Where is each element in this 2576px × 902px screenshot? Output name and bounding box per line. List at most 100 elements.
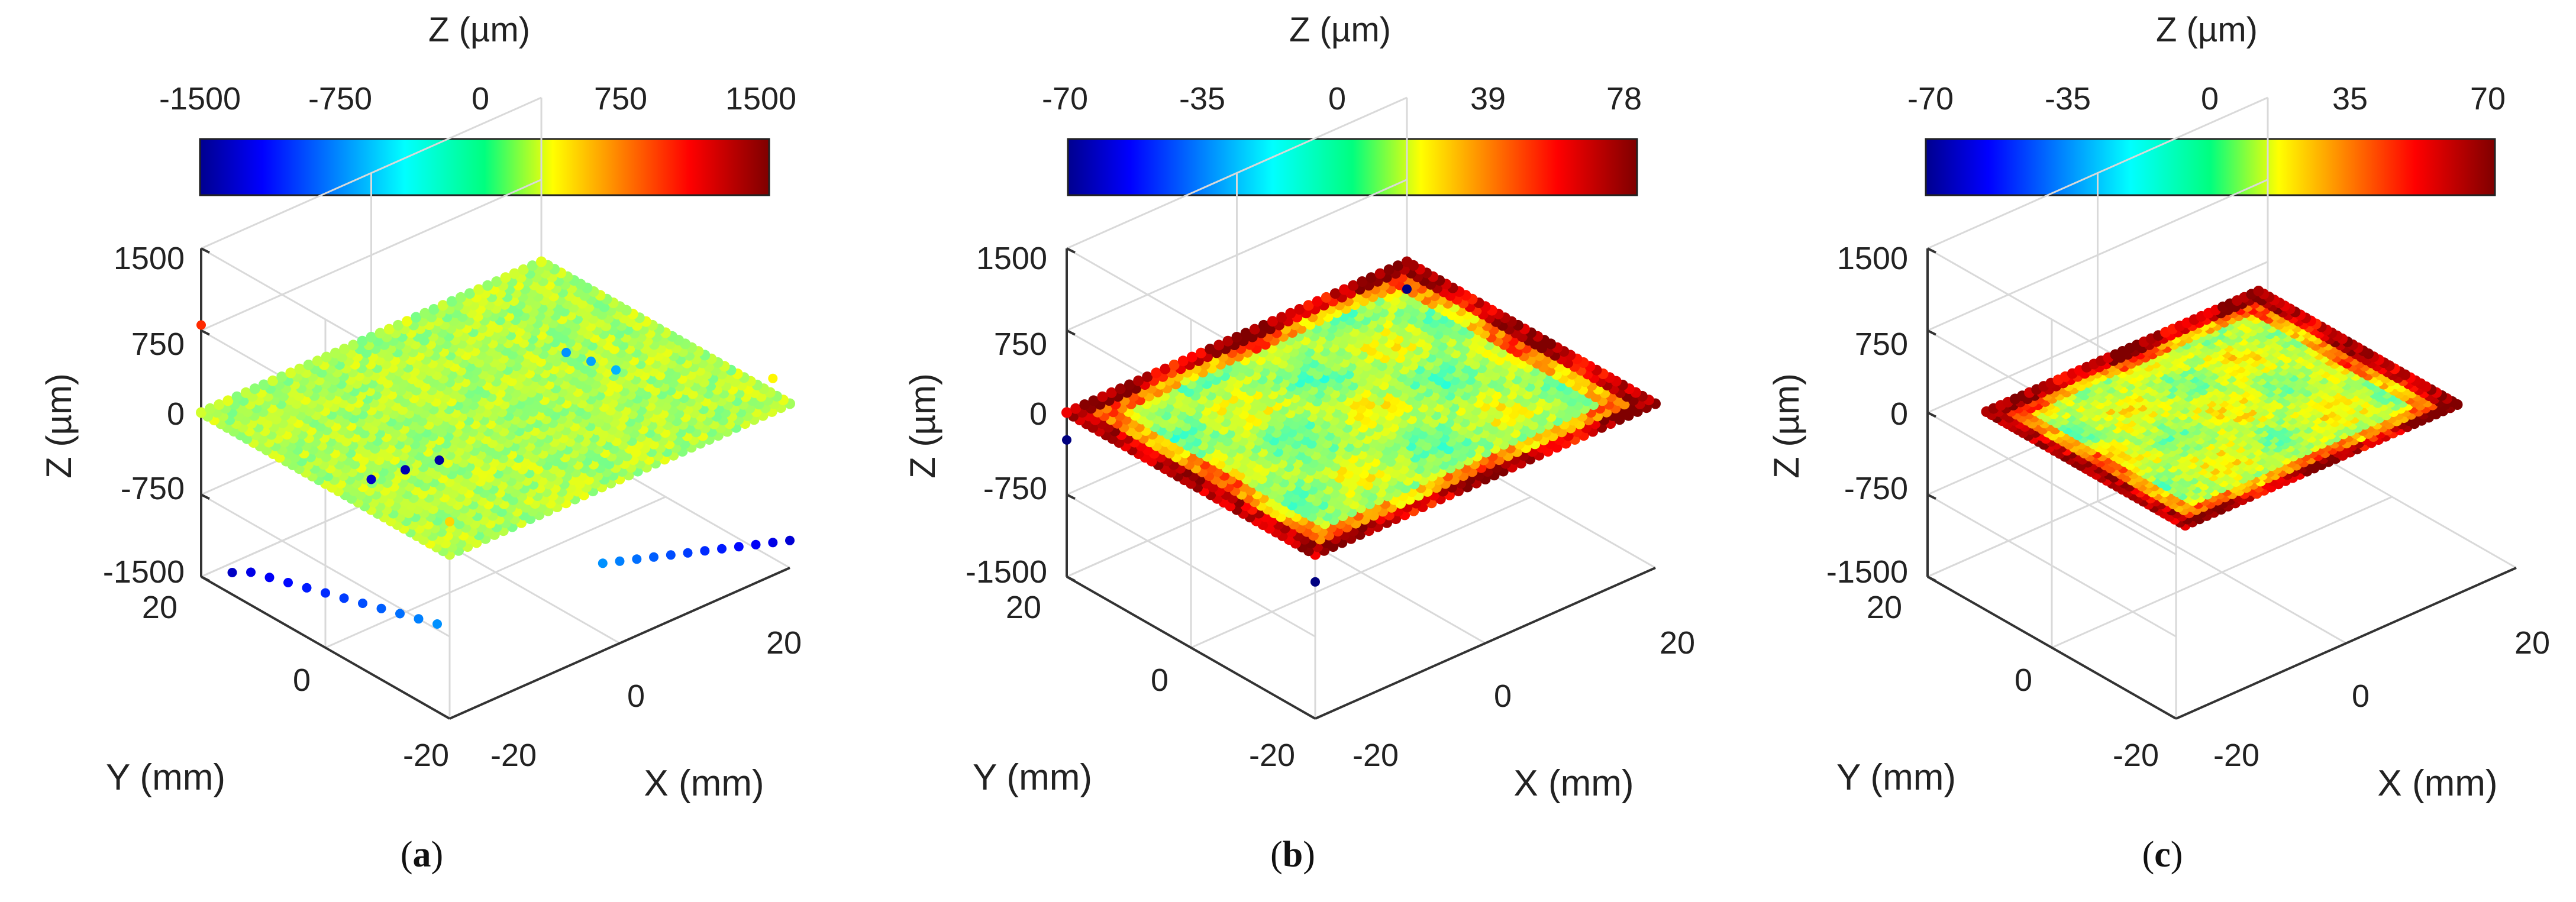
data-point [205,403,216,414]
data-point [1124,379,1135,390]
data-point [1258,319,1269,331]
y-axis-label: Y (mm) [106,757,225,798]
data-point [330,347,341,358]
data-point [428,304,440,315]
z-tick-mark [1066,247,1076,254]
outlier-point [700,546,710,556]
y-tick-label: -20 [403,738,449,773]
data-point [1142,371,1153,383]
outlier-point [321,588,330,598]
data-point [1196,347,1206,358]
data-point [500,272,511,283]
outlier-point [768,538,778,548]
scatter-points [1981,286,2463,531]
data-point [267,375,279,386]
data-point [339,344,350,355]
data-point [1097,391,1108,402]
data-point [392,319,403,331]
scatter-points [196,256,795,629]
data-point [312,355,323,367]
colorbar-tick-labels: -1500 -750 0 750 1500 [159,81,796,117]
outlier-point [432,619,442,629]
scatter-points [1061,256,1661,587]
data-point [1249,324,1260,335]
outlier-point [366,474,376,484]
colorbar-label: Z (µm) [1289,11,1391,49]
data-point [294,363,305,374]
data-point [527,260,538,271]
data-point [196,407,206,418]
colorbar-tick: 39 [1470,81,1506,117]
data-point [446,296,457,307]
data-point [1088,395,1099,406]
x-tick-label: -20 [490,738,537,773]
z-tick-mark [201,329,210,336]
colorbar-tick: -70 [1042,81,1088,117]
panel-caption-a: (a) [401,835,443,875]
x-tick-label: -20 [1352,738,1399,773]
x-axis-line [2175,567,2517,720]
colorbar-label: Z (µm) [428,11,530,49]
outlier-point [768,373,778,383]
data-point [1231,332,1242,342]
data-point [375,328,386,339]
z-tick-label: 1500 [114,241,185,276]
z-tick-label: 750 [994,326,1047,362]
y-tick-label: -20 [1249,738,1295,773]
data-point [231,391,243,402]
y-tick-label: 20 [1006,590,1041,625]
y-tick-label: -20 [2113,738,2159,773]
z-tick-label: -1500 [1826,554,1908,590]
z-tick-mark [1066,329,1076,336]
z-tick-mark [201,576,210,582]
colorbar-tick: 78 [1606,81,1642,117]
z-tick-label: -750 [983,471,1047,506]
y-axis-label: Y (mm) [973,757,1092,798]
colorbar-tick: -750 [308,81,372,117]
outlier-point [611,365,621,375]
data-point [258,379,269,390]
y-axis-line [1066,576,1316,720]
data-point [518,264,529,275]
outlier-point [376,603,386,613]
axis-tick-labels: -1500 -750 0 750 1500 20 0 -20 -20 0 20 [103,241,802,773]
data-point [1079,399,1090,410]
z-tick-label: 0 [1029,396,1047,432]
data-point [482,280,493,291]
data-point [1160,363,1171,374]
z-axis-label: Z (µm) [39,373,79,479]
z-tick-mark [1927,247,1936,254]
gridline [2051,496,2393,649]
y-tick-label: 0 [293,662,311,698]
data-point [1186,351,1197,363]
colorbar [1925,138,2496,196]
data-point [437,300,448,311]
data-point [1070,403,1082,414]
outlier-point [401,465,410,475]
data-point [464,288,475,299]
z-tick-label: 0 [167,396,185,432]
data-point [1205,344,1216,355]
data-point [285,367,296,379]
colorbar-tick: -35 [2045,81,2091,117]
outlier-point [302,583,312,593]
x-tick-label: 0 [627,678,645,714]
x-tick-label: 0 [1494,678,1512,714]
data-point [419,308,431,319]
data-point [2253,286,2264,296]
data-point [1222,335,1234,347]
outlier-point [1310,577,1320,587]
outlier-point [339,593,349,603]
x-tick-label: 0 [2352,678,2370,714]
colorbar-tick: 0 [2201,81,2219,117]
colorbar-tick: -35 [1179,81,1225,117]
y-axis-line [201,576,450,720]
outlier-point [615,556,625,566]
data-point [1240,328,1251,339]
data-point [402,316,412,327]
data-point [1177,355,1189,367]
outlier-point [717,544,727,554]
data-point [249,383,260,395]
outlier-point [196,320,206,330]
